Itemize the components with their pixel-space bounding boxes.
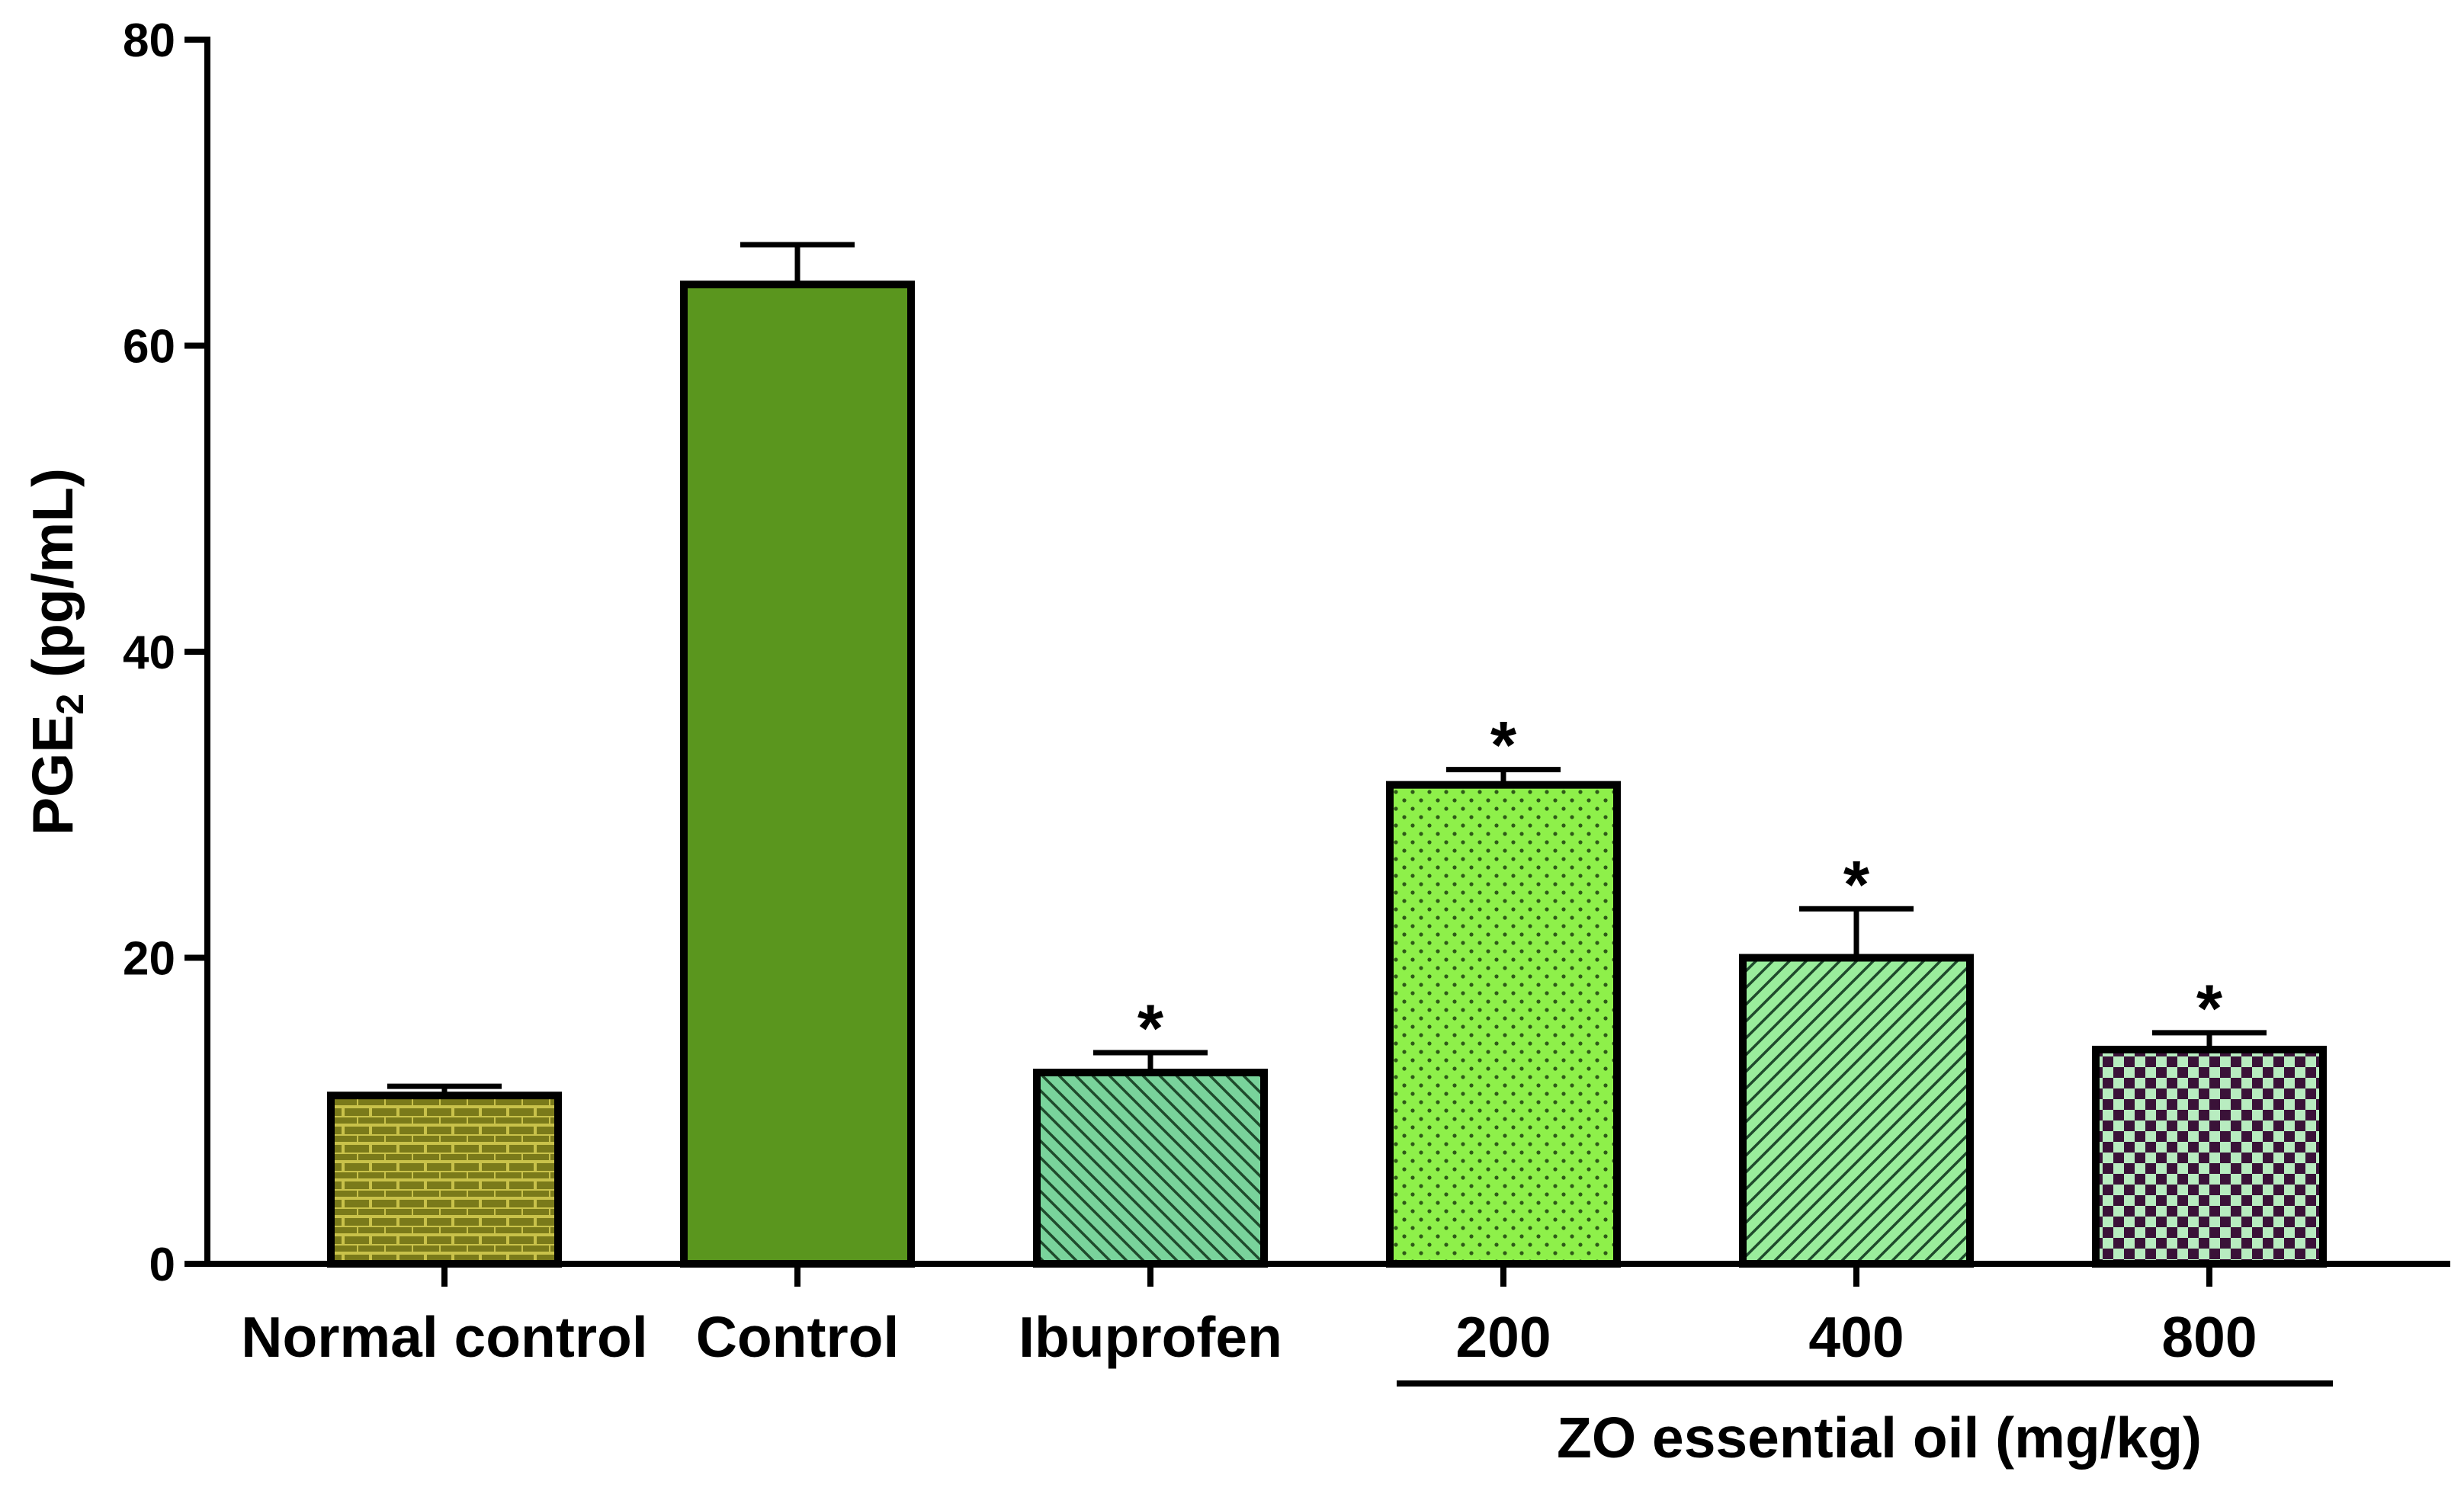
x-category-label: 200 xyxy=(1455,1305,1551,1369)
significance-mark: * xyxy=(1137,990,1164,1066)
significance-mark: * xyxy=(2196,970,2223,1046)
bar xyxy=(327,1092,562,1268)
y-tick-label: 40 xyxy=(123,627,175,679)
y-tick-label: 60 xyxy=(123,321,175,374)
x-category-label: Control xyxy=(696,1305,900,1369)
y-tick-label: 20 xyxy=(123,933,175,986)
bar xyxy=(1033,1069,1268,1268)
bar xyxy=(1386,781,1621,1268)
y-axis-title: PGE2 (pg/mL) xyxy=(21,468,91,835)
bars-layer xyxy=(327,242,2327,1268)
group-label: ZO essential oil (mg/kg) xyxy=(1557,1406,2202,1470)
bar xyxy=(2092,1045,2327,1268)
axis-layer xyxy=(184,37,2450,1387)
bar xyxy=(680,281,915,1268)
labels-layer: * * * * 0 20 40 60 80 Normal control Control Ibupro… xyxy=(21,14,2257,1470)
x-category-label: 800 xyxy=(2161,1305,2257,1369)
y-tick-label: 80 xyxy=(123,14,175,67)
x-category-label: Normal control xyxy=(241,1305,647,1369)
y-tick-label: 0 xyxy=(149,1239,175,1291)
significance-mark: * xyxy=(1843,846,1870,922)
x-category-label: Ibuprofen xyxy=(1019,1305,1282,1369)
x-category-label: 400 xyxy=(1808,1305,1904,1369)
significance-mark: * xyxy=(1490,707,1517,783)
bar xyxy=(1739,954,1974,1268)
